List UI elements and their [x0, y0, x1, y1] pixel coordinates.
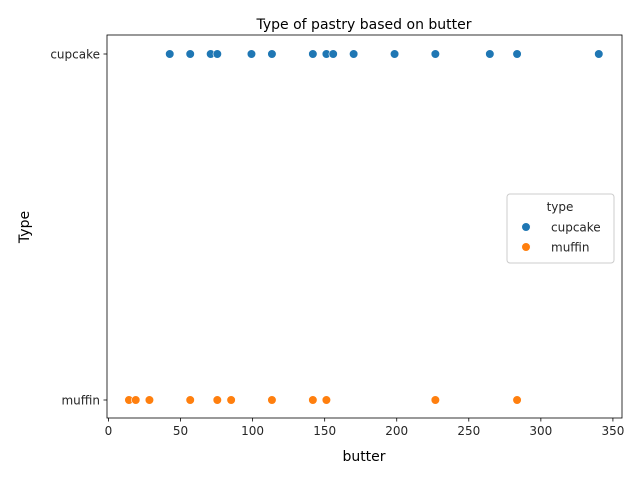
point-cupcake — [267, 49, 277, 59]
legend-label-muffin: muffin — [551, 241, 590, 255]
point-cupcake — [594, 49, 604, 59]
point-cupcake — [246, 49, 257, 59]
point-muffin — [267, 395, 277, 405]
point-muffin — [321, 395, 332, 405]
point-cupcake — [430, 49, 440, 59]
point-cupcake — [212, 49, 222, 59]
x-tick-label: 0 — [105, 424, 113, 438]
point-cupcake — [328, 49, 338, 59]
x-tick-label: 150 — [313, 424, 336, 438]
point-cupcake — [185, 49, 195, 59]
data-points — [124, 49, 604, 405]
point-cupcake — [389, 49, 400, 59]
legend-box — [506, 193, 615, 264]
point-cupcake — [308, 49, 318, 59]
x-tick-label: 50 — [173, 424, 188, 438]
point-muffin — [131, 395, 141, 405]
point-cupcake — [512, 49, 522, 59]
x-tick-label: 200 — [385, 424, 408, 438]
y-tick-label-muffin: muffin — [61, 394, 100, 408]
point-cupcake — [349, 49, 359, 59]
x-tick-label: 250 — [457, 424, 480, 438]
point-muffin — [144, 395, 155, 405]
plot-frame — [106, 34, 623, 419]
legend: type cupcake muffin — [506, 193, 615, 264]
x-tick-label: 350 — [601, 424, 624, 438]
point-muffin — [430, 395, 440, 405]
legend-label-cupcake: cupcake — [551, 221, 601, 235]
point-cupcake — [485, 49, 495, 59]
chart-title: Type of pastry based on butter — [256, 17, 472, 33]
x-axis-label: butter — [342, 449, 385, 465]
point-cupcake — [165, 49, 175, 59]
point-muffin — [226, 395, 236, 405]
point-muffin — [308, 395, 318, 405]
x-tick-label: 300 — [529, 424, 552, 438]
x-axis-ticks: 0 50 100 150 200 250 300 350 — [105, 418, 624, 438]
legend-marker-muffin — [521, 242, 531, 252]
point-muffin — [212, 395, 222, 405]
point-muffin — [185, 395, 195, 405]
legend-title: type — [547, 200, 574, 214]
y-axis-ticks: cupcake muffin — [50, 48, 107, 408]
legend-marker-cupcake — [521, 222, 531, 232]
y-tick-label-cupcake: cupcake — [50, 48, 100, 62]
y-axis-label: Type — [17, 211, 33, 244]
point-muffin — [512, 395, 522, 405]
x-tick-label: 100 — [241, 424, 264, 438]
